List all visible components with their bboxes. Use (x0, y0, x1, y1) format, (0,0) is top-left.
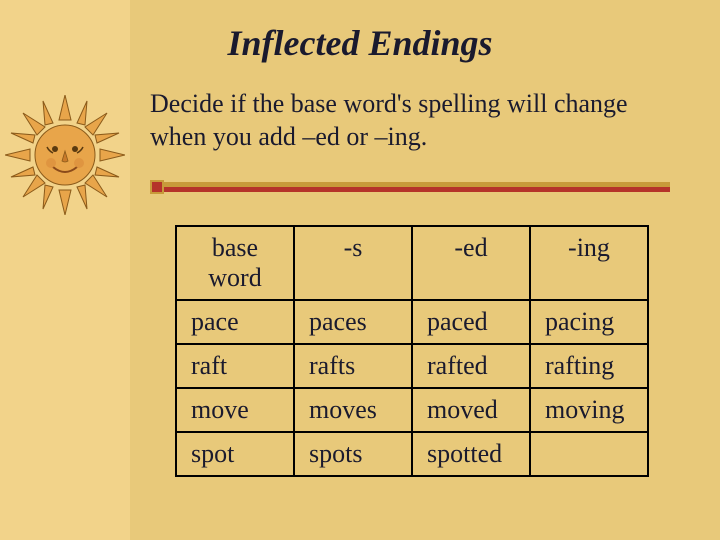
cell-ing: pacing (530, 300, 648, 344)
cell-s: rafts (294, 344, 412, 388)
table-row: raft rafts rafted rafting (176, 344, 648, 388)
page-subtitle: Decide if the base word's spelling will … (150, 88, 690, 153)
cell-s: moves (294, 388, 412, 432)
header-cell-text: baseword (208, 233, 261, 292)
table-row: pace paces paced pacing (176, 300, 648, 344)
cell-base: pace (176, 300, 294, 344)
header-ed: -ed (412, 226, 530, 300)
cell-s: paces (294, 300, 412, 344)
cell-ed: rafted (412, 344, 530, 388)
cell-base: spot (176, 432, 294, 476)
table-row: spot spots spotted (176, 432, 648, 476)
cell-ing: rafting (530, 344, 648, 388)
header-base-word: baseword (176, 226, 294, 300)
table-row: move moves moved moving (176, 388, 648, 432)
table-header-row: baseword -s -ed -ing (176, 226, 648, 300)
cell-base: move (176, 388, 294, 432)
header-s: -s (294, 226, 412, 300)
divider-bar (150, 180, 670, 196)
sun-graphic (5, 95, 125, 215)
cell-ing: moving (530, 388, 648, 432)
cell-ed: moved (412, 388, 530, 432)
inflection-table: baseword -s -ed -ing pace paces paced pa… (175, 225, 649, 477)
page-title: Inflected Endings (0, 22, 720, 64)
cell-ing (530, 432, 648, 476)
cell-ed: spotted (412, 432, 530, 476)
cell-s: spots (294, 432, 412, 476)
left-accent-band (0, 0, 130, 540)
cell-base: raft (176, 344, 294, 388)
cell-ed: paced (412, 300, 530, 344)
header-ing: -ing (530, 226, 648, 300)
